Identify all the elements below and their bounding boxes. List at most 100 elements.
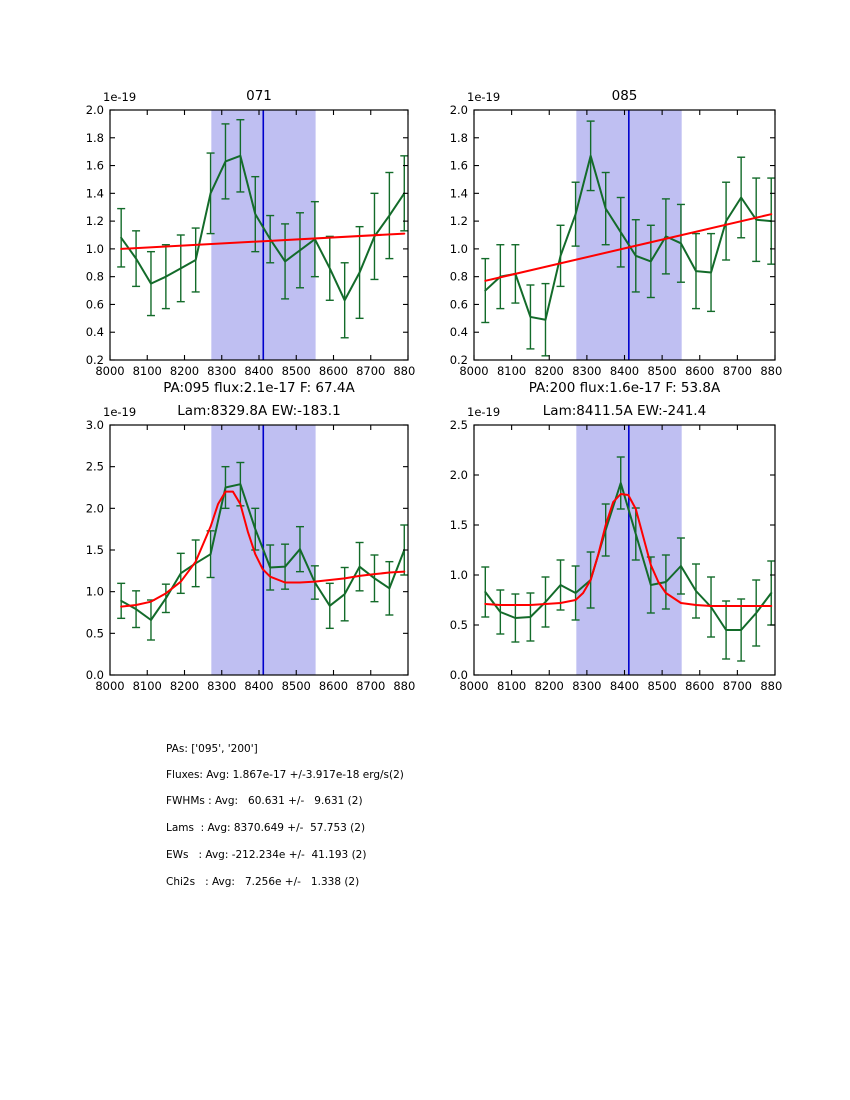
svg-text:8100: 8100 xyxy=(133,679,162,693)
summary-line-pas: PAs: ['095', '200'] xyxy=(166,743,258,755)
svg-text:0.0: 0.0 xyxy=(450,668,468,682)
svg-text:8000: 8000 xyxy=(459,679,488,693)
svg-text:8300: 8300 xyxy=(572,679,601,693)
panel-bottom-right-exponent: 1e-19 xyxy=(467,405,501,419)
svg-text:1.0: 1.0 xyxy=(86,242,104,256)
svg-text:1.0: 1.0 xyxy=(450,568,468,582)
svg-text:8400: 8400 xyxy=(244,364,273,378)
panel-bottom-left-series-gaussian-fit xyxy=(120,490,406,608)
svg-text:0.2: 0.2 xyxy=(86,353,104,367)
svg-text:1.8: 1.8 xyxy=(450,131,468,145)
svg-text:8300: 8300 xyxy=(207,364,236,378)
svg-text:8100: 8100 xyxy=(133,364,162,378)
svg-text:1.0: 1.0 xyxy=(86,585,104,599)
svg-text:8500: 8500 xyxy=(282,364,311,378)
svg-text:2.5: 2.5 xyxy=(450,418,468,432)
panel-top-left-series-continuum-fit xyxy=(120,232,406,250)
svg-text:8300: 8300 xyxy=(207,679,236,693)
svg-text:8200: 8200 xyxy=(170,364,199,378)
svg-text:8400: 8400 xyxy=(244,679,273,693)
svg-text:8600: 8600 xyxy=(319,364,348,378)
svg-text:8000: 8000 xyxy=(95,679,124,693)
svg-text:8000: 8000 xyxy=(459,364,488,378)
panel-top-left-series-spectrum xyxy=(120,154,406,302)
panel-bottom-left-title: Lam:8329.8A EW:-183.1 xyxy=(177,403,341,419)
svg-text:2.0: 2.0 xyxy=(86,103,104,117)
svg-text:1.6: 1.6 xyxy=(86,159,104,173)
svg-text:2.5: 2.5 xyxy=(86,460,104,474)
svg-text:0.4: 0.4 xyxy=(86,325,104,339)
svg-text:8600: 8600 xyxy=(685,364,714,378)
summary-line-ews: EWs : Avg: -212.234e +/- 41.193 (2) xyxy=(166,849,367,861)
svg-text:1.8: 1.8 xyxy=(86,131,104,145)
svg-text:3.0: 3.0 xyxy=(86,418,104,432)
svg-text:1.6: 1.6 xyxy=(450,159,468,173)
svg-text:1.4: 1.4 xyxy=(86,186,104,200)
svg-text:2.0: 2.0 xyxy=(450,468,468,482)
svg-text:0.5: 0.5 xyxy=(86,626,104,640)
svg-text:0.6: 0.6 xyxy=(86,297,104,311)
panel-top-left-title: 071 xyxy=(246,88,272,104)
svg-text:8100: 8100 xyxy=(497,364,526,378)
svg-text:2.0: 2.0 xyxy=(86,501,104,515)
svg-text:1.2: 1.2 xyxy=(450,214,468,228)
svg-text:8000: 8000 xyxy=(95,364,124,378)
panel-top-left-exponent: 1e-19 xyxy=(103,90,137,104)
panel-top-left-caption: PA:095 flux:2.1e-17 F: 67.4A xyxy=(163,380,355,396)
svg-text:8600: 8600 xyxy=(685,679,714,693)
svg-text:8400: 8400 xyxy=(610,364,639,378)
panel-top-right-caption: PA:200 flux:1.6e-17 F: 53.8A xyxy=(528,380,721,396)
panel-bottom-left-exponent: 1e-19 xyxy=(103,405,137,419)
summary-line-fwhms: FWHMs : Avg: 60.631 +/- 9.631 (2) xyxy=(166,795,363,807)
svg-text:8700: 8700 xyxy=(356,364,385,378)
svg-text:8100: 8100 xyxy=(497,679,526,693)
svg-text:8500: 8500 xyxy=(647,364,676,378)
panel-bottom-left-series-stacked-spectrum xyxy=(120,483,406,621)
panel-bottom-right-series-stacked-spectrum xyxy=(484,482,773,631)
summary-line-fluxes: Fluxes: Avg: 1.867e-17 +/-3.917e-18 erg/… xyxy=(166,769,404,781)
svg-text:0.4: 0.4 xyxy=(450,325,468,339)
panel-bottom-right-series-gaussian-fit xyxy=(484,493,773,607)
svg-text:0.5: 0.5 xyxy=(450,618,468,632)
svg-text:8500: 8500 xyxy=(647,679,676,693)
summary-line-lams: Lams : Avg: 8370.649 +/- 57.753 (2) xyxy=(166,822,366,834)
svg-text:8500: 8500 xyxy=(282,679,311,693)
panel-bottom-right-title: Lam:8411.5A EW:-241.4 xyxy=(542,403,707,419)
svg-text:8600: 8600 xyxy=(319,679,348,693)
summary-line-chi2s: Chi2s : Avg: 7.256e +/- 1.338 (2) xyxy=(166,876,360,888)
svg-text:8200: 8200 xyxy=(535,364,564,378)
svg-text:1.0: 1.0 xyxy=(450,242,468,256)
svg-text:8200: 8200 xyxy=(535,679,564,693)
svg-text:0.8: 0.8 xyxy=(450,270,468,284)
svg-text:2.0: 2.0 xyxy=(450,103,468,117)
svg-text:8400: 8400 xyxy=(610,679,639,693)
svg-text:8200: 8200 xyxy=(170,679,199,693)
svg-text:8700: 8700 xyxy=(723,679,752,693)
svg-text:1.5: 1.5 xyxy=(450,518,468,532)
svg-text:0.8: 0.8 xyxy=(86,270,104,284)
svg-text:1.2: 1.2 xyxy=(86,214,104,228)
panel-top-right-exponent: 1e-19 xyxy=(467,90,501,104)
svg-text:8700: 8700 xyxy=(723,364,752,378)
svg-text:1.4: 1.4 xyxy=(450,186,468,200)
panel-top-right-series-spectrum xyxy=(484,154,773,321)
svg-text:0.2: 0.2 xyxy=(450,353,468,367)
panel-top-right-title: 085 xyxy=(611,88,638,104)
svg-text:8300: 8300 xyxy=(572,364,601,378)
